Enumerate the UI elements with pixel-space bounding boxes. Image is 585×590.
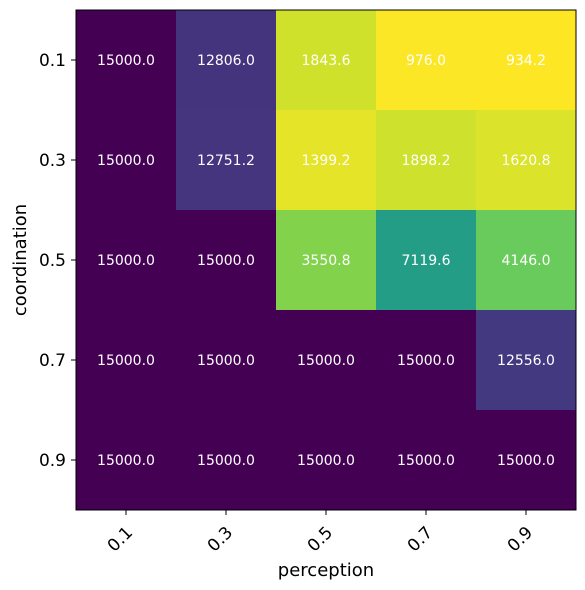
cell-value-label: 1898.2 [402, 153, 451, 169]
y-axis-ticks: 0.1 0.3 0.5 0.7 0.9 [39, 51, 76, 471]
cell-value-label: 1620.8 [502, 153, 551, 169]
heatmap-cell-labels: 15000.0 12806.0 1843.6 976.0 934.2 15000.0 127… [97, 53, 555, 469]
cell-value-label: 15000.0 [397, 353, 455, 369]
heatmap-cell [476, 210, 577, 311]
y-tick-label: 0.1 [39, 51, 66, 71]
cell-value-label: 15000.0 [97, 353, 155, 369]
x-axis-ticks: 0.1 0.3 0.5 0.7 0.9 [104, 510, 537, 556]
cell-value-label: 4146.0 [502, 253, 551, 269]
cell-value-label: 15000.0 [97, 453, 155, 469]
heatmap-cell [376, 10, 477, 111]
cell-value-label: 934.2 [506, 53, 546, 69]
heatmap-cell [276, 10, 377, 111]
cell-value-label: 15000.0 [97, 53, 155, 69]
cell-value-label: 15000.0 [197, 253, 255, 269]
heatmap-cell [76, 110, 177, 211]
cell-value-label: 15000.0 [297, 453, 355, 469]
heatmap-cell [76, 210, 177, 311]
cell-value-label: 15000.0 [497, 453, 555, 469]
heatmap-cell [176, 10, 277, 111]
y-tick-label: 0.9 [39, 451, 66, 471]
cell-value-label: 12806.0 [197, 53, 255, 69]
cell-value-label: 12751.2 [197, 153, 255, 169]
heatmap-cell [176, 310, 277, 411]
x-tick-label: 0.1 [104, 523, 137, 556]
heatmap-cell [176, 110, 277, 211]
heatmap-cell [376, 410, 477, 511]
x-tick-label: 0.9 [504, 523, 537, 556]
x-tick-label: 0.5 [304, 523, 337, 556]
heatmap-cell [376, 310, 477, 411]
y-tick-label: 0.3 [39, 151, 66, 171]
heatmap-cell [476, 10, 577, 111]
heatmap-cell [76, 310, 177, 411]
heatmap-cell [276, 310, 377, 411]
heatmap-cell [476, 410, 577, 511]
heatmap-cell [476, 110, 577, 211]
heatmap-cell [176, 410, 277, 511]
heatmap-cell [76, 10, 177, 111]
y-tick-label: 0.7 [39, 351, 66, 371]
cell-value-label: 15000.0 [397, 453, 455, 469]
cell-value-label: 1399.2 [302, 153, 351, 169]
x-tick-label: 0.7 [404, 523, 437, 556]
y-tick-label: 0.5 [39, 251, 66, 271]
heatmap-cells [76, 10, 577, 511]
cell-value-label: 12556.0 [497, 353, 555, 369]
x-axis-label: perception [278, 560, 374, 581]
heatmap-cell [176, 210, 277, 311]
cell-value-label: 976.0 [406, 53, 446, 69]
heatmap-cell [376, 210, 477, 311]
y-axis-label: coordination [10, 204, 31, 316]
cell-value-label: 15000.0 [197, 453, 255, 469]
heatmap-cell [76, 410, 177, 511]
cell-value-label: 15000.0 [197, 353, 255, 369]
heatmap-cell [376, 110, 477, 211]
heatmap-cell [276, 210, 377, 311]
cell-value-label: 3550.8 [302, 253, 351, 269]
heatmap-cell [276, 410, 377, 511]
cell-value-label: 1843.6 [302, 53, 351, 69]
cell-value-label: 15000.0 [97, 253, 155, 269]
x-tick-label: 0.3 [204, 523, 237, 556]
heatmap-cell [276, 110, 377, 211]
heatmap-cell [476, 310, 577, 411]
cell-value-label: 15000.0 [97, 153, 155, 169]
cell-value-label: 15000.0 [297, 353, 355, 369]
cell-value-label: 7119.6 [402, 253, 451, 269]
